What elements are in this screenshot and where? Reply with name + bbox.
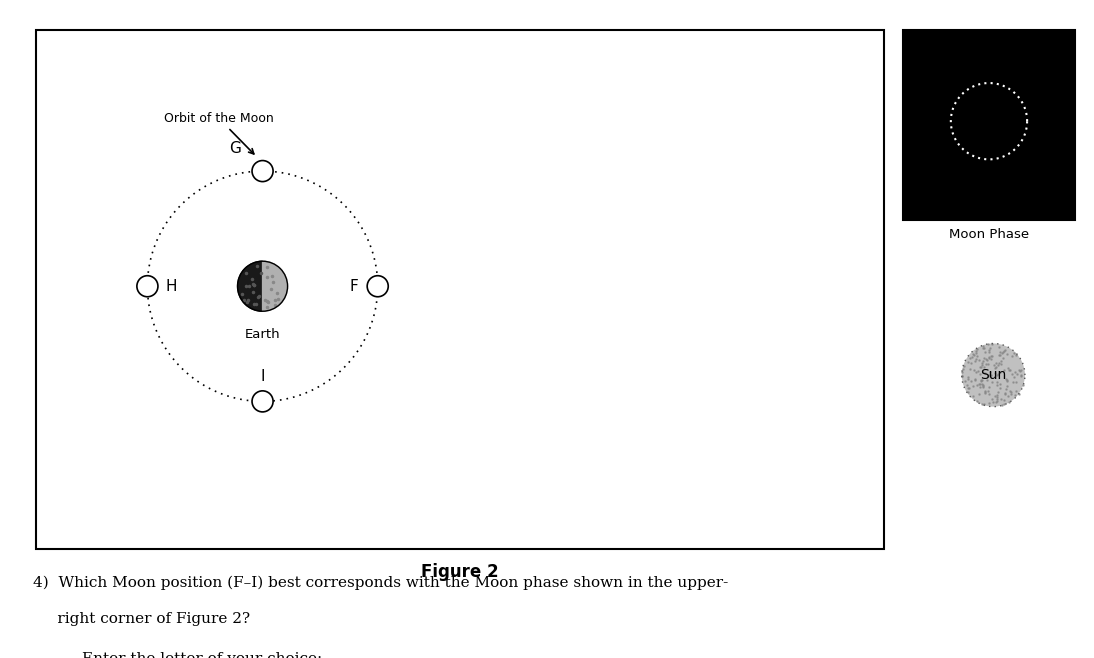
- Text: right corner of Figure 2?: right corner of Figure 2?: [33, 612, 249, 626]
- Ellipse shape: [137, 276, 158, 297]
- Text: H: H: [165, 279, 177, 293]
- Text: F: F: [349, 279, 358, 293]
- Text: Earth: Earth: [245, 328, 280, 341]
- Polygon shape: [263, 261, 288, 311]
- Text: Moon Phase: Moon Phase: [948, 228, 1029, 241]
- Text: Sun: Sun: [980, 368, 1006, 382]
- Ellipse shape: [368, 276, 388, 297]
- Ellipse shape: [252, 161, 274, 182]
- Bar: [903, 30, 1075, 220]
- Text: 4)  Which Moon position (F–I) best corresponds with the Moon phase shown in the : 4) Which Moon position (F–I) best corres…: [33, 576, 729, 590]
- Ellipse shape: [962, 343, 1025, 407]
- Polygon shape: [237, 261, 263, 311]
- Bar: [36, 30, 884, 549]
- Text: I: I: [260, 369, 265, 384]
- Text: Figure 2: Figure 2: [421, 563, 498, 580]
- Text: G: G: [230, 141, 241, 155]
- Ellipse shape: [252, 391, 274, 412]
- Text: Enter the letter of your choice:  _________: Enter the letter of your choice: _______…: [82, 651, 400, 658]
- Text: Orbit of the Moon: Orbit of the Moon: [164, 112, 274, 154]
